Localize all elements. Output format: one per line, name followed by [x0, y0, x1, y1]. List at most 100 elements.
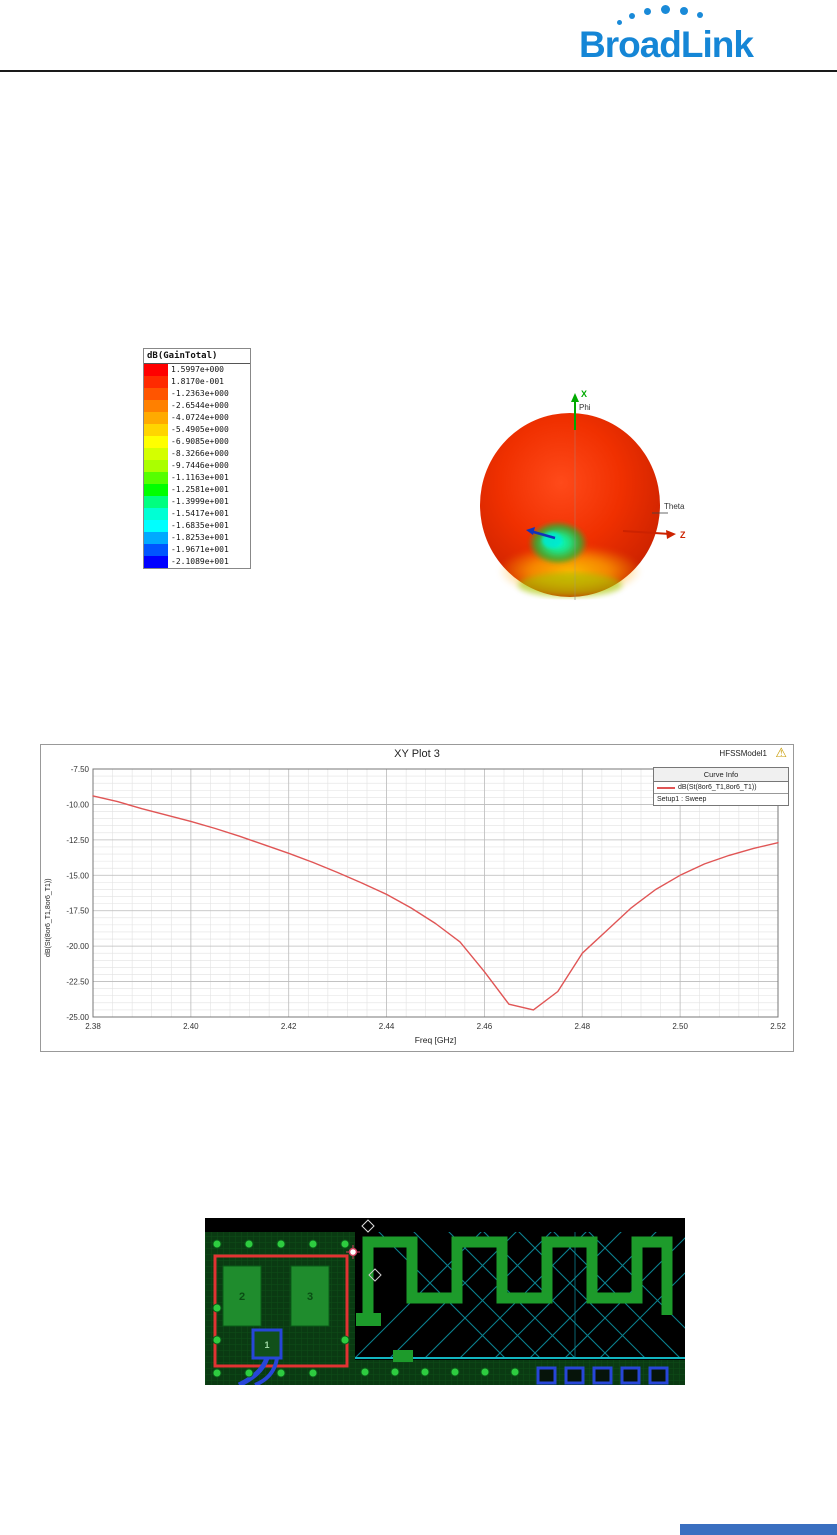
legend-value: -1.3999e+001	[171, 497, 229, 506]
svg-text:-12.50: -12.50	[66, 836, 89, 845]
via-dots	[212, 1239, 520, 1378]
legend-color-swatch	[144, 376, 168, 388]
legend-value: 1.8170e-001	[171, 377, 224, 386]
pad-1	[251, 1328, 283, 1360]
gain-legend-title: dB(GainTotal)	[144, 349, 250, 364]
legend-entry: -1.8253e+001	[144, 532, 250, 544]
legend-value: -5.4905e+000	[171, 425, 229, 434]
svg-text:2.46: 2.46	[477, 1022, 493, 1031]
dimple-arrowhead	[526, 527, 535, 535]
legend-color-swatch	[144, 520, 168, 532]
curve-info-header: Curve Info	[654, 768, 788, 782]
svg-text:2.50: 2.50	[672, 1022, 688, 1031]
legend-entry: -1.9671e+001	[144, 544, 250, 556]
xy-plot: XY Plot 3 HFSSModel1 ⚠ dB(St(8or6_T1,8or…	[40, 744, 794, 1052]
theta-axis-label: Theta	[664, 502, 685, 511]
legend-color-swatch	[144, 496, 168, 508]
legend-color-swatch	[144, 436, 168, 448]
legend-entry: -1.1163e+001	[144, 472, 250, 484]
svg-text:-25.00: -25.00	[66, 1013, 89, 1022]
svg-text:2.48: 2.48	[574, 1022, 590, 1031]
legend-entry: 1.8170e-001	[144, 376, 250, 388]
pad-3-label: 3	[307, 1291, 313, 1303]
vertex-diamond-marker-top	[361, 1219, 375, 1233]
dimple-arrow	[529, 529, 556, 540]
legend-value: -1.6835e+001	[171, 521, 229, 530]
legend-entry: -5.4905e+000	[144, 424, 250, 436]
blue-trace-2	[254, 1357, 279, 1385]
svg-text:Freq [GHz]: Freq [GHz]	[415, 1035, 457, 1045]
legend-color-swatch	[144, 484, 168, 496]
legend-color-swatch	[144, 388, 168, 400]
legend-entry: -1.2581e+001	[144, 484, 250, 496]
legend-entry: -2.1089e+001	[144, 556, 250, 568]
legend-color-swatch	[144, 448, 168, 460]
svg-text:2.40: 2.40	[183, 1022, 199, 1031]
legend-entry: -4.0724e+000	[144, 412, 250, 424]
x-axis-label: X	[581, 389, 587, 399]
legend-value: -1.2581e+001	[171, 485, 229, 494]
svg-text:-20.00: -20.00	[66, 942, 89, 951]
curve-info-legend: Curve Info dB(St(8or6_T1,8or6_T1)) Setup…	[653, 767, 789, 806]
green-stub-pad	[393, 1350, 413, 1362]
svg-text:2.42: 2.42	[281, 1022, 297, 1031]
antenna-feed-pad	[356, 1313, 381, 1326]
crosshair-marker	[348, 1247, 358, 1257]
logo-dots-icon	[617, 4, 737, 30]
legend-value: -1.8253e+001	[171, 533, 229, 542]
svg-text:-17.50: -17.50	[66, 907, 89, 916]
legend-color-swatch	[144, 364, 168, 376]
z-axis-label: Z	[680, 530, 686, 540]
chart-title: XY Plot 3	[394, 748, 440, 760]
legend-color-swatch	[144, 460, 168, 472]
svg-text:-10.00: -10.00	[66, 800, 89, 809]
legend-color-swatch	[144, 556, 168, 568]
curve-info-setup: Setup1 : Sweep	[654, 793, 788, 805]
svg-text:2.44: 2.44	[379, 1022, 395, 1031]
blue-pad-row	[536, 1366, 669, 1385]
svg-text:-7.50: -7.50	[71, 765, 90, 774]
vertex-diamond-marker	[368, 1268, 382, 1282]
curve-info-trace-row: dB(St(8or6_T1,8or6_T1))	[654, 782, 788, 793]
gain-legend-scale: 1.5997e+000 1.8170e-001 -1.2363e+000 -2.654…	[144, 364, 250, 568]
legend-entry: -8.3266e+000	[144, 448, 250, 460]
legend-value: -9.7446e+000	[171, 461, 229, 470]
trace-name: dB(St(8or6_T1,8or6_T1))	[678, 784, 757, 791]
legend-value: -8.3266e+000	[171, 449, 229, 458]
header-divider	[0, 70, 837, 72]
svg-text:-15.00: -15.00	[66, 871, 89, 880]
legend-color-swatch	[144, 544, 168, 556]
legend-value: -1.1163e+001	[171, 473, 229, 482]
blue-trace-1	[237, 1357, 270, 1385]
legend-color-swatch	[144, 532, 168, 544]
legend-value: -6.9085e+000	[171, 437, 229, 446]
pad-2-label: 2	[239, 1291, 245, 1303]
chart-model-label: HFSSModel1	[719, 749, 767, 758]
legend-color-swatch	[144, 412, 168, 424]
brand-name: BroadLink	[579, 24, 754, 65]
legend-color-swatch	[144, 400, 168, 412]
pcb-layout-figure: 2 3 1	[205, 1218, 685, 1385]
legend-entry: -1.3999e+001	[144, 496, 250, 508]
pad-3	[290, 1265, 330, 1327]
meander-antenna-trace	[362, 1236, 673, 1321]
legend-color-swatch	[144, 508, 168, 520]
legend-value: 1.5997e+000	[171, 365, 224, 374]
legend-entry: -9.7446e+000	[144, 460, 250, 472]
legend-entry: -1.5417e+001	[144, 508, 250, 520]
warning-icon: ⚠	[775, 745, 787, 760]
pattern-green-rim	[518, 573, 622, 597]
gain-legend: dB(GainTotal) 1.5997e+000 1.8170e-001 -1.2…	[143, 348, 251, 569]
z-axis-arrow	[622, 530, 671, 535]
legend-entry: -2.6544e+000	[144, 400, 250, 412]
radiation-pattern-3d: X Phi Theta Z	[480, 389, 686, 600]
legend-value: -4.0724e+000	[171, 413, 229, 422]
pad-2	[222, 1265, 262, 1327]
svg-text:2.38: 2.38	[85, 1022, 101, 1031]
x-axis-arrowhead	[571, 393, 579, 402]
svg-text:-22.50: -22.50	[66, 978, 89, 987]
legend-value: -1.9671e+001	[171, 545, 229, 554]
legend-entry: 1.5997e+000	[144, 364, 250, 376]
legend-entry: -1.2363e+000	[144, 388, 250, 400]
